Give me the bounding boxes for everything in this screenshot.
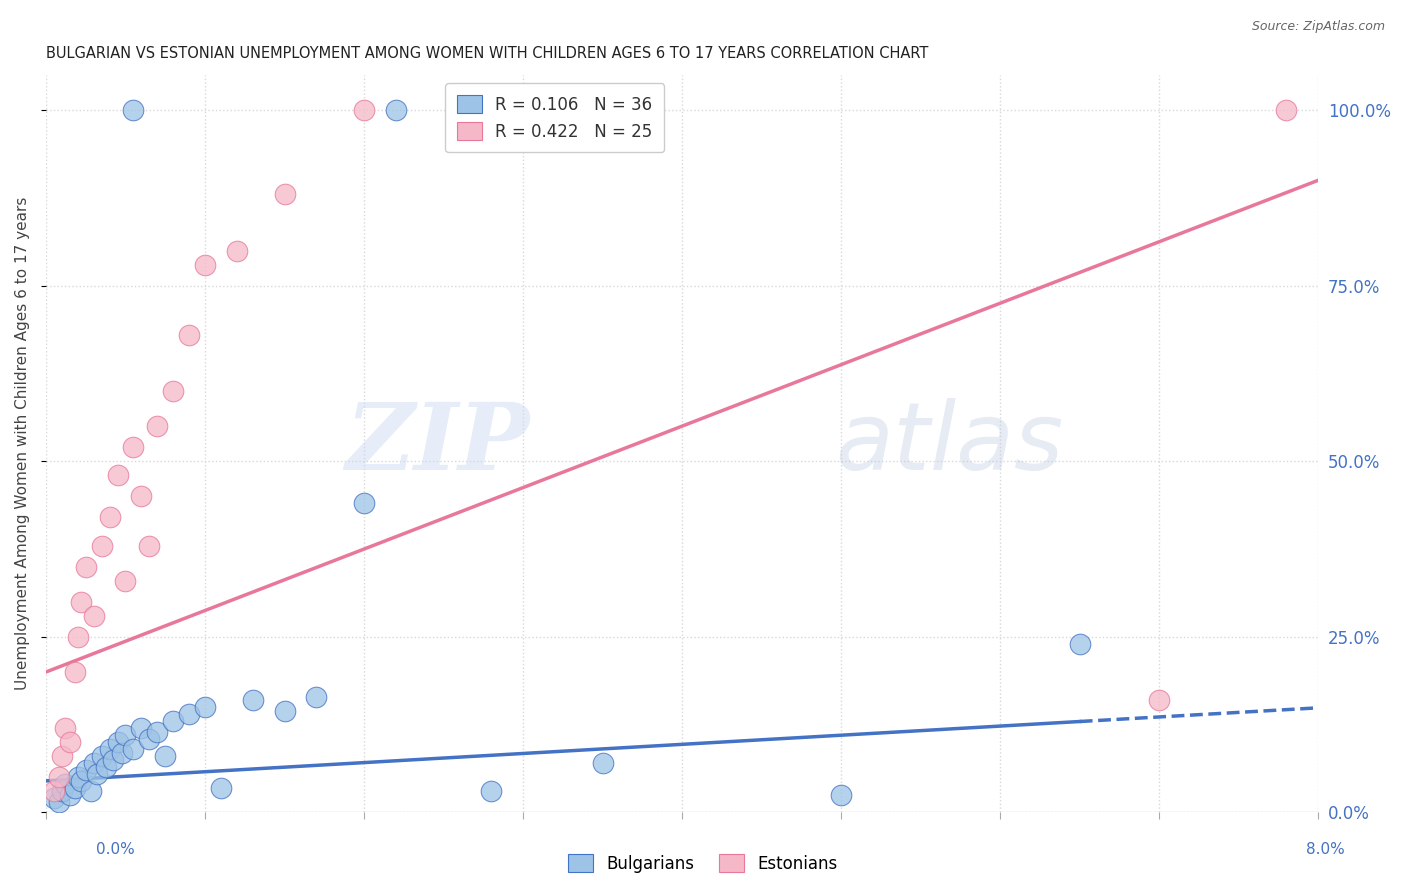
Point — [42, 784, 65, 798]
Point — [479, 784, 502, 798]
Point — [242, 693, 264, 707]
Point — [1069, 637, 1091, 651]
Point — [98, 742, 121, 756]
Text: atlas: atlas — [835, 398, 1063, 489]
Point — [42, 791, 65, 805]
Point — [830, 788, 852, 802]
Point — [75, 559, 97, 574]
Point — [59, 788, 82, 802]
Point — [48, 795, 70, 809]
Point — [131, 489, 153, 503]
Point — [63, 665, 86, 679]
Point — [98, 510, 121, 524]
Point — [225, 244, 247, 258]
Point — [70, 595, 93, 609]
Point — [96, 760, 118, 774]
Point — [63, 780, 86, 795]
Legend: Bulgarians, Estonians: Bulgarians, Estonians — [561, 847, 845, 880]
Point — [59, 735, 82, 749]
Point — [162, 714, 184, 728]
Point — [79, 784, 101, 798]
Point — [592, 756, 614, 771]
Point — [177, 327, 200, 342]
Text: 8.0%: 8.0% — [1306, 842, 1346, 856]
Point — [353, 496, 375, 510]
Point — [53, 777, 76, 791]
Point — [146, 724, 169, 739]
Point — [83, 608, 105, 623]
Point — [53, 721, 76, 735]
Y-axis label: Unemployment Among Women with Children Ages 6 to 17 years: Unemployment Among Women with Children A… — [15, 197, 30, 690]
Point — [90, 749, 112, 764]
Point — [107, 735, 129, 749]
Text: BULGARIAN VS ESTONIAN UNEMPLOYMENT AMONG WOMEN WITH CHILDREN AGES 6 TO 17 YEARS : BULGARIAN VS ESTONIAN UNEMPLOYMENT AMONG… — [46, 46, 928, 62]
Point — [138, 731, 160, 746]
Point — [155, 749, 177, 764]
Point — [1275, 103, 1298, 117]
Point — [1147, 693, 1170, 707]
Point — [51, 784, 73, 798]
Point — [51, 749, 73, 764]
Point — [194, 258, 217, 272]
Text: Source: ZipAtlas.com: Source: ZipAtlas.com — [1251, 20, 1385, 33]
Point — [66, 630, 89, 644]
Point — [122, 440, 145, 454]
Point — [83, 756, 105, 771]
Point — [114, 728, 136, 742]
Point — [70, 773, 93, 788]
Point — [194, 700, 217, 714]
Point — [273, 187, 295, 202]
Text: ZIP: ZIP — [346, 399, 530, 489]
Point — [305, 690, 328, 704]
Point — [86, 767, 108, 781]
Point — [75, 764, 97, 778]
Point — [146, 419, 169, 434]
Point — [138, 539, 160, 553]
Point — [353, 103, 375, 117]
Point — [90, 539, 112, 553]
Point — [177, 707, 200, 722]
Point — [107, 468, 129, 483]
Text: 0.0%: 0.0% — [96, 842, 135, 856]
Point — [122, 742, 145, 756]
Point — [162, 384, 184, 398]
Point — [385, 103, 408, 117]
Point — [273, 704, 295, 718]
Point — [111, 746, 134, 760]
Point — [48, 770, 70, 784]
Point — [101, 753, 124, 767]
Point — [66, 770, 89, 784]
Point — [122, 103, 145, 117]
Point — [114, 574, 136, 588]
Point — [209, 780, 232, 795]
Point — [131, 721, 153, 735]
Legend: R = 0.106   N = 36, R = 0.422   N = 25: R = 0.106 N = 36, R = 0.422 N = 25 — [446, 83, 665, 153]
